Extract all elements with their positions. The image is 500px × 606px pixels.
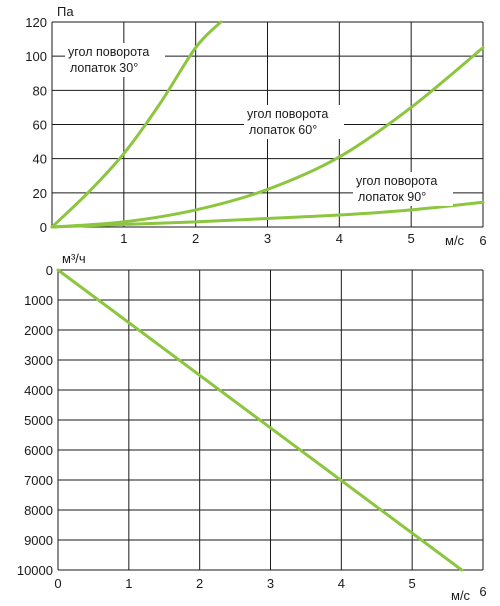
x-axis-label: м/с bbox=[445, 233, 465, 248]
x-tick-label: 1 bbox=[125, 576, 132, 591]
series-line-1 bbox=[50, 20, 223, 229]
x-tick-label: 1 bbox=[120, 231, 127, 246]
x-tick-label: 6 bbox=[479, 584, 486, 599]
x-tick-label: 5 bbox=[409, 576, 416, 591]
y-axis-label: м³/ч bbox=[62, 251, 86, 266]
annotation-bg bbox=[244, 105, 344, 139]
y-tick-label: 6000 bbox=[24, 443, 53, 458]
series-annotation-1: лопаток 30° bbox=[70, 61, 138, 75]
x-tick-label: 5 bbox=[408, 231, 415, 246]
series-annotation-2: угол поворота bbox=[247, 107, 328, 121]
series-line-2 bbox=[50, 46, 485, 229]
x-tick-label: 4 bbox=[336, 231, 343, 246]
y-tick-label: 40 bbox=[33, 152, 47, 167]
series-annotation-3: лопаток 90° bbox=[358, 190, 426, 204]
y-tick-label: 80 bbox=[33, 83, 47, 98]
x-tick-label: 2 bbox=[196, 576, 203, 591]
x-tick-label: 0 bbox=[54, 576, 61, 591]
y-tick-label: 8000 bbox=[24, 503, 53, 518]
y-axis-label: Па bbox=[57, 4, 74, 19]
pressure-chart: 0 20 40 60 80 100 120 1 2 3 4 5 Па м/с 6 угол поворота л… bbox=[25, 4, 486, 248]
series-annotation-2: лопаток 60° bbox=[249, 123, 317, 137]
y-tick-label: 120 bbox=[25, 15, 47, 30]
y-tick-label: 7000 bbox=[24, 473, 53, 488]
y-tick-label: 60 bbox=[33, 118, 47, 133]
annotation-bg bbox=[65, 43, 165, 77]
y-tick-label: 20 bbox=[33, 186, 47, 201]
y-tick-label: 3000 bbox=[24, 353, 53, 368]
y-tick-label: 10000 bbox=[17, 563, 53, 578]
series-line bbox=[56, 268, 464, 572]
annotation-bg bbox=[353, 172, 453, 206]
y-tick-label: 100 bbox=[25, 49, 47, 64]
x-tick-label: 6 bbox=[479, 233, 486, 248]
series-line-3 bbox=[50, 200, 485, 229]
x-tick-label: 3 bbox=[267, 576, 274, 591]
series-annotation-1: угол поворота bbox=[68, 45, 149, 59]
y-tick-label: 9000 bbox=[24, 533, 53, 548]
y-tick-label: 0 bbox=[46, 263, 53, 278]
x-tick-label: 3 bbox=[264, 231, 271, 246]
y-tick-label: 2000 bbox=[24, 323, 53, 338]
y-tick-label: 4000 bbox=[24, 383, 53, 398]
x-tick-label: 4 bbox=[338, 576, 345, 591]
x-axis-label: м/с bbox=[451, 588, 471, 603]
y-tick-label: 5000 bbox=[24, 413, 53, 428]
series-annotation-3: угол поворота bbox=[356, 174, 437, 188]
y-tick-label: 1000 bbox=[24, 293, 53, 308]
x-tick-label: 2 bbox=[192, 231, 199, 246]
y-tick-label: 0 bbox=[40, 220, 47, 235]
